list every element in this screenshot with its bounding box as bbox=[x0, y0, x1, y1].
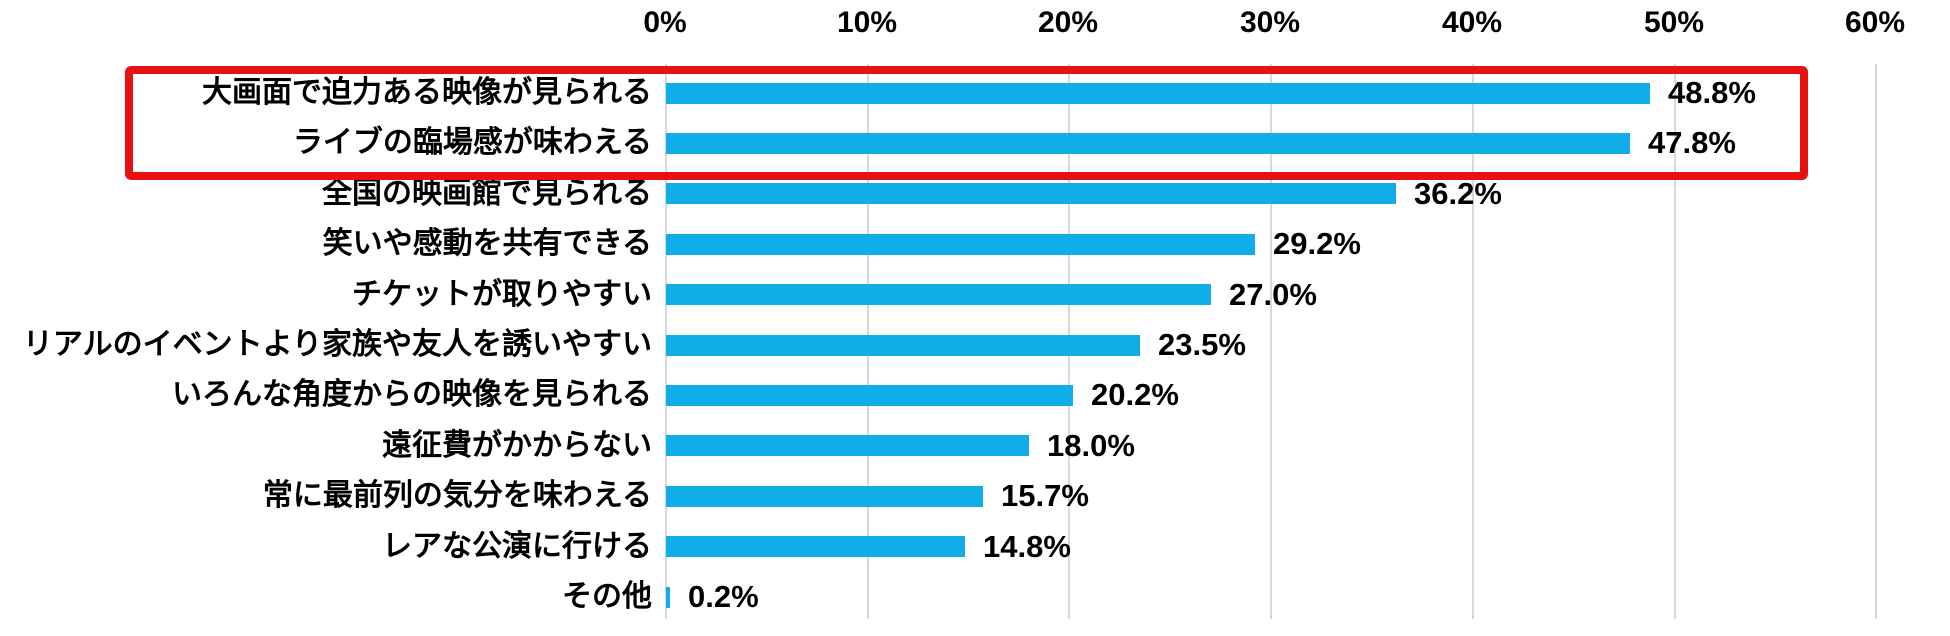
value-label: 15.7% bbox=[1001, 478, 1089, 513]
bar-5 bbox=[666, 284, 1211, 305]
value-label: 20.2% bbox=[1091, 377, 1179, 412]
category-label: 全国の映画館で見られる bbox=[322, 177, 652, 210]
x-axis-tick-label: 30% bbox=[1239, 6, 1301, 39]
bar-4 bbox=[666, 234, 1255, 255]
category-label: チケットが取りやすい bbox=[352, 278, 652, 311]
category-label: リアルのイベントより家族や友人を誘いやすい bbox=[22, 328, 652, 361]
value-label: 14.8% bbox=[983, 529, 1071, 564]
category-label: 常に最前列の気分を味わえる bbox=[262, 479, 652, 512]
bar-10 bbox=[666, 536, 965, 557]
value-label: 23.5% bbox=[1158, 327, 1246, 362]
bar-11 bbox=[666, 587, 670, 608]
gridline-40 bbox=[1472, 64, 1474, 619]
x-axis-tick-label: 0% bbox=[643, 6, 687, 39]
category-label: ライブの臨場感が味わえる bbox=[292, 126, 652, 159]
x-axis-tick-label: 40% bbox=[1441, 6, 1503, 39]
value-label: 27.0% bbox=[1229, 277, 1317, 312]
gridline-60 bbox=[1875, 64, 1877, 619]
value-label: 47.8% bbox=[1648, 125, 1736, 160]
x-axis-tick-label: 10% bbox=[836, 6, 898, 39]
value-label: 29.2% bbox=[1273, 226, 1361, 261]
x-axis-tick-label: 20% bbox=[1037, 6, 1099, 39]
category-label: 笑いや感動を共有できる bbox=[322, 227, 652, 260]
gridline-50 bbox=[1674, 64, 1676, 619]
bar-8 bbox=[666, 435, 1029, 456]
category-label: その他 bbox=[562, 580, 652, 613]
bar-1 bbox=[666, 83, 1650, 104]
bar-2 bbox=[666, 133, 1630, 154]
category-label: 遠征費がかからない bbox=[382, 429, 652, 462]
bar-7 bbox=[666, 385, 1073, 406]
x-axis-tick-label: 50% bbox=[1643, 6, 1705, 39]
category-label: レアな公演に行ける bbox=[382, 530, 652, 563]
category-label: 大画面で迫力ある映像が見られる bbox=[202, 76, 652, 109]
category-label: いろんな角度からの映像を見られる bbox=[172, 378, 652, 411]
value-label: 36.2% bbox=[1414, 176, 1502, 211]
gridline-30 bbox=[1270, 64, 1272, 619]
value-label: 18.0% bbox=[1047, 428, 1135, 463]
bar-3 bbox=[666, 183, 1396, 204]
x-axis-tick-label: 60% bbox=[1844, 6, 1906, 39]
bar-9 bbox=[666, 486, 983, 507]
value-label: 48.8% bbox=[1668, 75, 1756, 110]
value-label: 0.2% bbox=[688, 579, 759, 614]
bar-6 bbox=[666, 335, 1140, 356]
